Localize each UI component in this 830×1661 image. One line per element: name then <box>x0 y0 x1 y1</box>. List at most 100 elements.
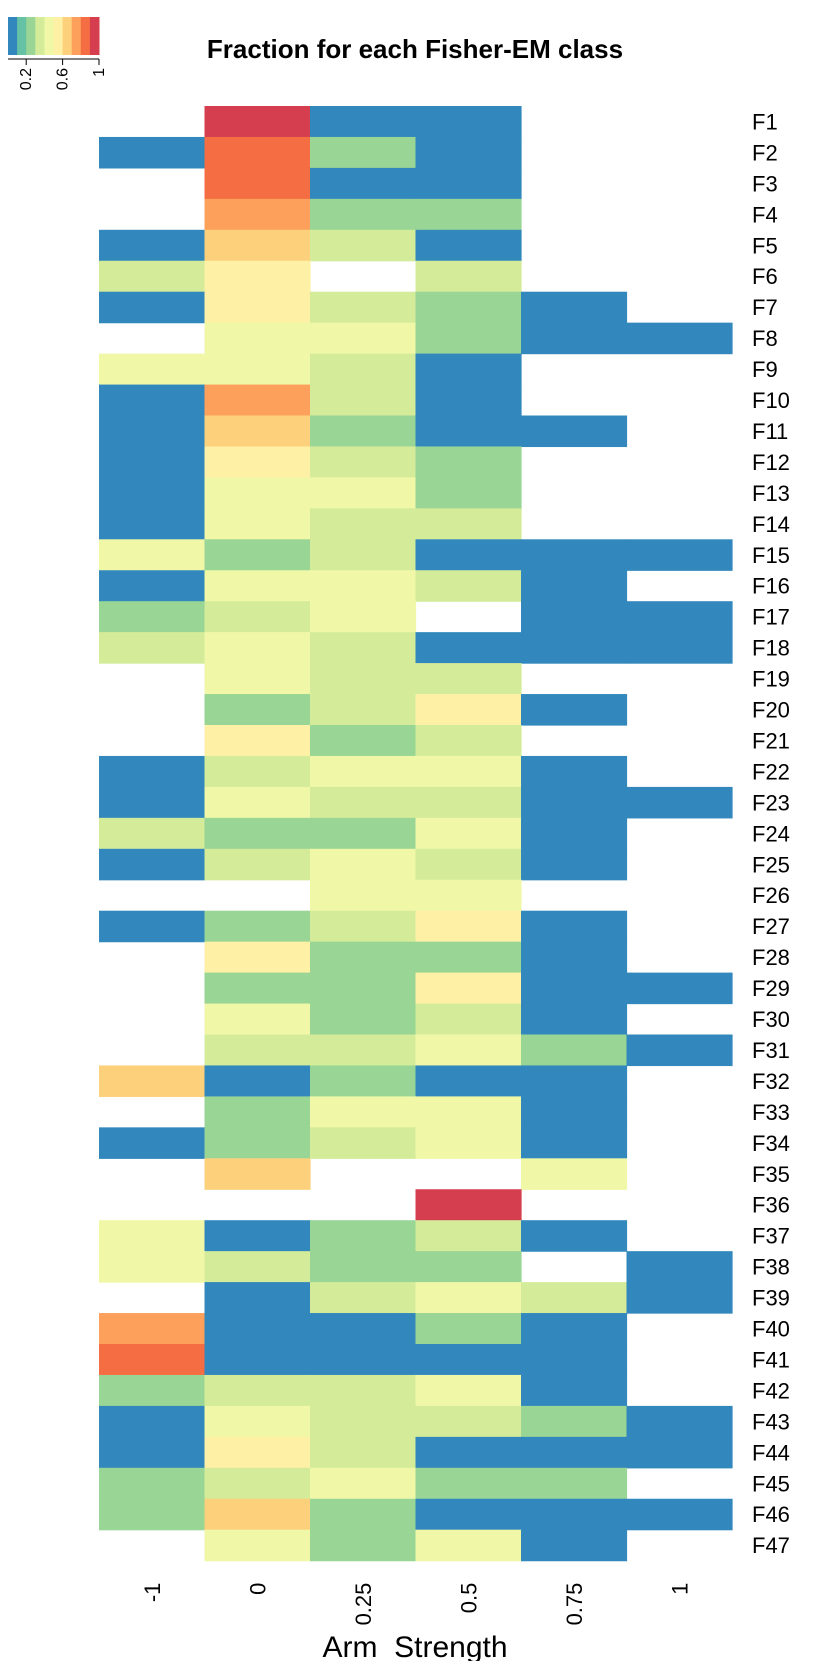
color-key-swatch-9 <box>89 17 100 55</box>
heatmap-cell-F25-0 <box>204 848 311 881</box>
heatmap-cell-F45-0 <box>204 1467 311 1500</box>
heatmap-cell-F31-0.75 <box>521 1034 628 1067</box>
heatmap-cell-F16-0.25 <box>310 570 417 602</box>
heatmap-cell-F43-0.5 <box>415 1405 522 1438</box>
row-label-F6: F6 <box>752 264 778 289</box>
heatmap-cell-F1-0 <box>204 106 311 138</box>
x-axis-label: Arm_Strength <box>322 1631 507 1661</box>
heatmap-cell-F16--1 <box>99 570 206 602</box>
heatmap-cell-F34-0 <box>204 1127 311 1159</box>
heatmap-cell-F41--1 <box>99 1344 206 1376</box>
heatmap-cell-F14--1 <box>99 508 206 540</box>
row-label-F44: F44 <box>752 1440 790 1465</box>
heatmap-cell-F37--1 <box>99 1220 206 1252</box>
heatmap-cell-F28-0.75 <box>521 941 628 974</box>
heatmap-cell-F8-0.75 <box>521 322 628 355</box>
row-label-F29: F29 <box>752 976 790 1001</box>
heatmap-cell-F19-0.25 <box>310 663 417 695</box>
heatmap-cell-F28-0 <box>204 941 311 974</box>
heatmap-cell-F16-0.75 <box>521 570 628 602</box>
heatmap-cell-F29-0.75 <box>521 972 628 1005</box>
heatmap-cell-F36-0.5 <box>415 1189 522 1221</box>
heatmap-cell-F39-0.25 <box>310 1282 417 1314</box>
heatmap-cell-F4-0.5 <box>415 198 522 231</box>
heatmap-cell-F2-0.5 <box>415 136 522 169</box>
heatmap-cell-F11-0 <box>204 415 311 448</box>
heatmap-cell-F44-0 <box>204 1436 311 1469</box>
heatmap-cell-F29-0 <box>204 972 311 1005</box>
heatmap-cell-F30-0.5 <box>415 1003 522 1036</box>
heatmap-cell-F29-0.25 <box>310 972 417 1005</box>
heatmap-cell-F23--1 <box>99 786 206 819</box>
heatmap-cell-F31-0.5 <box>415 1034 522 1067</box>
heatmap-cell-F24-0 <box>204 817 311 850</box>
heatmap-cell-F23-0.25 <box>310 786 417 819</box>
heatmap-cell-F26-0.5 <box>415 879 522 912</box>
heatmap-cell-F20-0.25 <box>310 694 417 726</box>
row-label-F7: F7 <box>752 295 778 320</box>
color-key-legend: 0.2 0.6 1 <box>8 17 108 90</box>
heatmap-cell-F28-0.5 <box>415 941 522 974</box>
heatmap-cell-F40-0.25 <box>310 1313 417 1345</box>
row-label-F39: F39 <box>752 1286 790 1311</box>
heatmap-cell-F37-0.5 <box>415 1220 522 1252</box>
heatmap-cell-F26-0.25 <box>310 879 417 912</box>
heatmap-cell-F12-0.5 <box>415 446 522 478</box>
heatmap-cell-F3-0 <box>204 167 311 200</box>
row-label-F8: F8 <box>752 326 778 351</box>
row-label-F26: F26 <box>752 883 790 908</box>
heatmap-cell-F46-0.5 <box>415 1498 522 1531</box>
heatmap-cell-F47-0.75 <box>521 1529 628 1562</box>
row-label-F43: F43 <box>752 1409 790 1434</box>
heatmap-cell-F24--1 <box>99 817 206 850</box>
row-label-F16: F16 <box>752 574 790 599</box>
chart-title: Fraction for each Fisher-EM class <box>207 34 623 64</box>
row-label-F2: F2 <box>752 140 778 165</box>
column-label-0.5: 0.5 <box>456 1583 481 1614</box>
row-label-F28: F28 <box>752 945 790 970</box>
heatmap-cell-F35-0.75 <box>521 1158 628 1190</box>
row-label-F36: F36 <box>752 1193 790 1218</box>
heatmap-cell-F39-0.5 <box>415 1282 522 1314</box>
heatmap-cell-F45-0.75 <box>521 1467 628 1500</box>
heatmap-cell-F11-0.25 <box>310 415 417 448</box>
heatmap-cell-F9-0 <box>204 353 311 386</box>
heatmap-cell-F31-0 <box>204 1034 311 1067</box>
heatmap-cell-F1-0.5 <box>415 106 522 138</box>
heatmap-cell-F8-0.5 <box>415 322 522 355</box>
heatmap-cell-F18--1 <box>99 632 206 664</box>
heatmap-cell-F15-0.5 <box>415 539 522 571</box>
row-label-F24: F24 <box>752 821 790 846</box>
column-label-0: 0 <box>245 1583 270 1595</box>
heatmap-cell-F25-0.5 <box>415 848 522 881</box>
heatmap-cell-F14-0 <box>204 508 311 540</box>
heatmap-cell-F10--1 <box>99 384 206 417</box>
heatmap-cell-F32-0.5 <box>415 1065 522 1097</box>
heatmap-cell-F33-0.75 <box>521 1096 628 1128</box>
heatmap-cell-F38--1 <box>99 1251 206 1283</box>
heatmap-cell-F18-1 <box>626 632 733 664</box>
heatmap-cell-F18-0.5 <box>415 632 522 664</box>
heatmap-cell-F47-0.5 <box>415 1529 522 1562</box>
heatmap-cell-F22-0.5 <box>415 755 522 788</box>
heatmap-cell-F41-0.75 <box>521 1344 628 1376</box>
row-label-F42: F42 <box>752 1378 790 1403</box>
row-label-F35: F35 <box>752 1162 790 1187</box>
heatmap-cell-F17-0.25 <box>310 601 417 633</box>
row-label-F46: F46 <box>752 1502 790 1527</box>
heatmap-cell-F22--1 <box>99 755 206 788</box>
heatmap-cell-F24-0.25 <box>310 817 417 850</box>
heatmap-cell-F15-1 <box>626 539 733 571</box>
heatmap-cell-F46-0.75 <box>521 1498 628 1531</box>
heatmap-cell-F24-0.5 <box>415 817 522 850</box>
heatmap-cell-F19-0 <box>204 663 311 695</box>
heatmap-cell-F27-0.25 <box>310 910 417 943</box>
column-label-0.75: 0.75 <box>562 1583 587 1626</box>
heatmap-cell-F37-0.75 <box>521 1220 628 1252</box>
heatmap-cell-F29-1 <box>626 972 733 1005</box>
heatmap-cell-F47-0.25 <box>310 1529 417 1562</box>
heatmap-cell-F39-1 <box>626 1282 733 1314</box>
row-label-F10: F10 <box>752 388 790 413</box>
heatmap-cell-F20-0.5 <box>415 694 522 726</box>
